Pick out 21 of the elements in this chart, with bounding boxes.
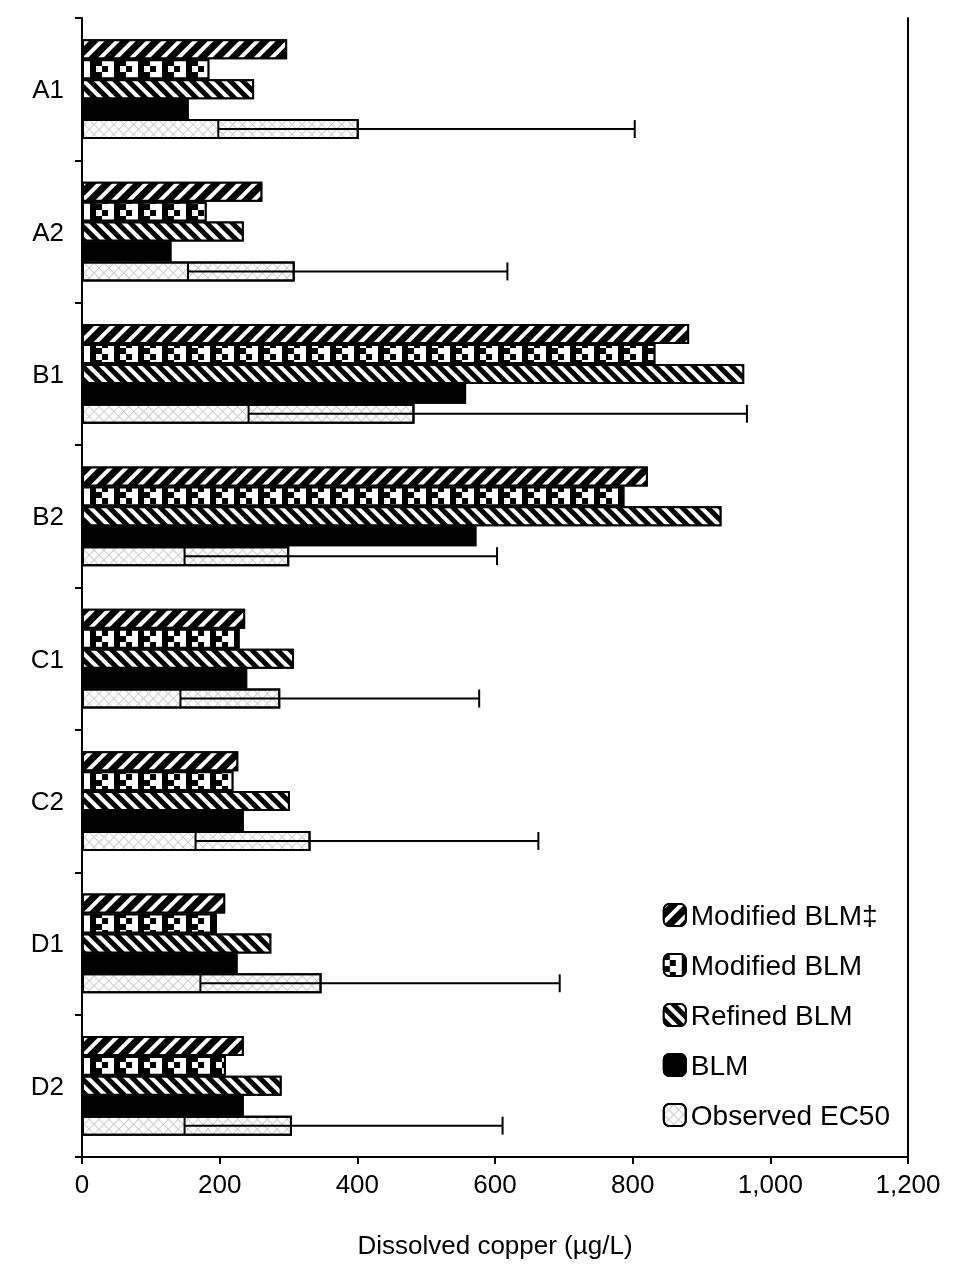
legend-label: Modified BLM (690, 949, 862, 981)
y-tick-label: B1 (32, 358, 64, 389)
y-tick-label: C2 (30, 786, 64, 817)
y-tick-label: D2 (30, 1070, 64, 1101)
x-tick-label: 0 (74, 1169, 90, 1199)
y-tick-label: A1 (32, 74, 64, 105)
x-axis-title: Dissolved copper (µg/L) (357, 1230, 633, 1260)
legend-label: Observed EC50 (690, 1099, 891, 1131)
x-tick-label: 800 (610, 1169, 655, 1199)
y-tick-label: C1 (30, 643, 64, 674)
y-tick-label: B2 (32, 501, 64, 532)
legend-label: Refined BLM (690, 999, 853, 1031)
x-tick-label: 200 (197, 1169, 242, 1199)
legend-label: BLM (690, 1049, 749, 1081)
y-tick-label: D1 (30, 928, 64, 959)
x-tick-label: 1,200 (875, 1169, 941, 1199)
legend-label: Modified BLM‡ (690, 899, 878, 931)
x-tick-label: 600 (473, 1169, 517, 1199)
x-tick-label: 1,000 (737, 1169, 803, 1199)
y-tick-label: A2 (32, 216, 64, 247)
x-tick-label: 400 (335, 1169, 380, 1199)
